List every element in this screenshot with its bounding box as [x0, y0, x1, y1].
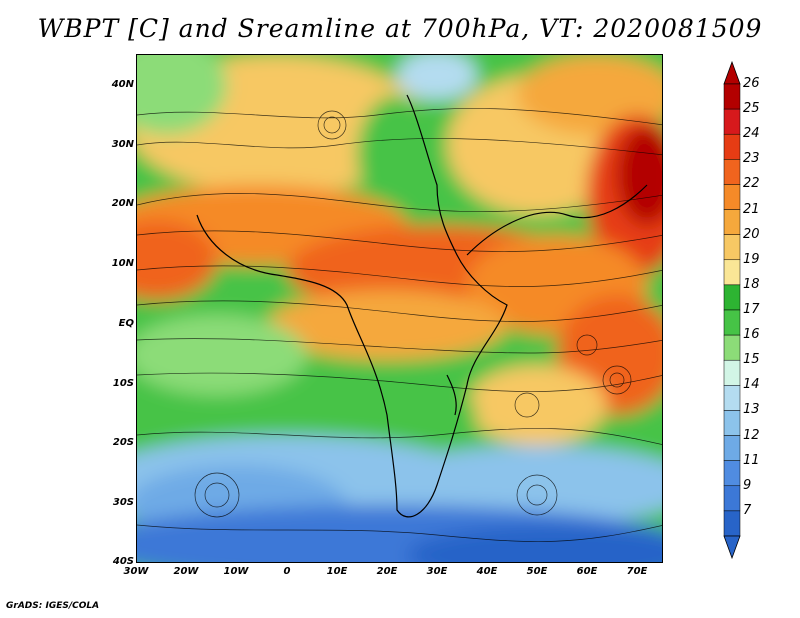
- lon-label-10w: 10W: [223, 566, 249, 577]
- lon-label-30w: 30W: [123, 566, 149, 577]
- lon-label-20e: 20E: [376, 566, 398, 577]
- lon-label-60e: 60E: [576, 566, 598, 577]
- lon-label-20w: 20W: [173, 566, 199, 577]
- lon-label-70e: 70E: [626, 566, 648, 577]
- colorbar-swatch: [723, 510, 741, 537]
- colorbar-label: 23: [743, 151, 760, 167]
- colorbar-swatch: [723, 234, 741, 261]
- lat-label-30s: 30S: [112, 497, 134, 508]
- colorbar-label: 18: [743, 276, 760, 292]
- lat-label-20s: 20S: [112, 437, 134, 448]
- colorbar-label: 12: [743, 427, 760, 443]
- lat-label-10s: 10S: [112, 378, 134, 389]
- colorbar-label: 17: [743, 302, 760, 317]
- colorbar-top-arrow: [723, 60, 741, 85]
- colorbar-label: 24: [743, 126, 760, 142]
- colorbar-label: 21: [743, 201, 760, 217]
- colorbar-swatch: [723, 108, 741, 135]
- colorbar-label: 11: [743, 452, 760, 468]
- colorbar-label: 16: [743, 327, 760, 343]
- colorbar-label: 7: [743, 502, 752, 518]
- lat-label-20n: 20N: [111, 198, 134, 209]
- colorbar-swatch: [723, 359, 741, 386]
- map-panel[interactable]: [136, 54, 663, 563]
- colorbar-label: 14: [743, 377, 760, 393]
- colorbar-bottom-arrow: [723, 535, 741, 560]
- colorbar-swatch: [723, 410, 741, 436]
- lat-label-40n: 40N: [111, 79, 134, 90]
- colorbar-label: 26: [743, 76, 760, 91]
- colorbar-label: 25: [743, 101, 760, 117]
- map-title: WBPT [C] and Sreamline at 700hPa, VT: 20…: [37, 14, 763, 43]
- lon-label-40e: 40E: [476, 566, 498, 577]
- colorbar-label: 19: [743, 251, 760, 267]
- lon-label-50e: 50E: [526, 566, 548, 577]
- colorbar-swatch: [723, 83, 741, 110]
- colorbar-label: 13: [743, 402, 760, 418]
- colorbar-swatch: [723, 435, 741, 461]
- colorbar-swatch: [723, 133, 741, 160]
- colorbar-swatch: [723, 334, 741, 361]
- colorbar-label: 20: [743, 226, 760, 242]
- colorbar-swatch: [723, 259, 741, 286]
- lon-label-0: 0: [283, 566, 291, 577]
- credit-text: GrADS: IGES/COLA: [6, 601, 100, 611]
- colorbar-swatch: [723, 460, 741, 487]
- colorbar-swatch: [723, 184, 741, 210]
- colorbar-label: 15: [743, 352, 760, 368]
- colorbar-label: 22: [743, 176, 760, 192]
- lat-label-eq: EQ: [118, 318, 134, 329]
- lon-label-10e: 10E: [326, 566, 348, 577]
- lat-label-30n: 30N: [111, 139, 134, 150]
- lon-label-30e: 30E: [426, 566, 448, 577]
- colorbar-swatch: [723, 284, 741, 311]
- wbpt-field: [137, 55, 662, 562]
- lat-label-40s: 40S: [112, 556, 134, 567]
- colorbar-swatch: [723, 385, 741, 411]
- colorbar-swatch: [723, 309, 741, 336]
- colorbar-swatch: [723, 209, 741, 235]
- lat-label-10n: 10N: [111, 258, 134, 269]
- colorbar-swatch: [723, 485, 741, 512]
- colorbar-swatch: [723, 159, 741, 185]
- colorbar-label: 9: [743, 477, 752, 493]
